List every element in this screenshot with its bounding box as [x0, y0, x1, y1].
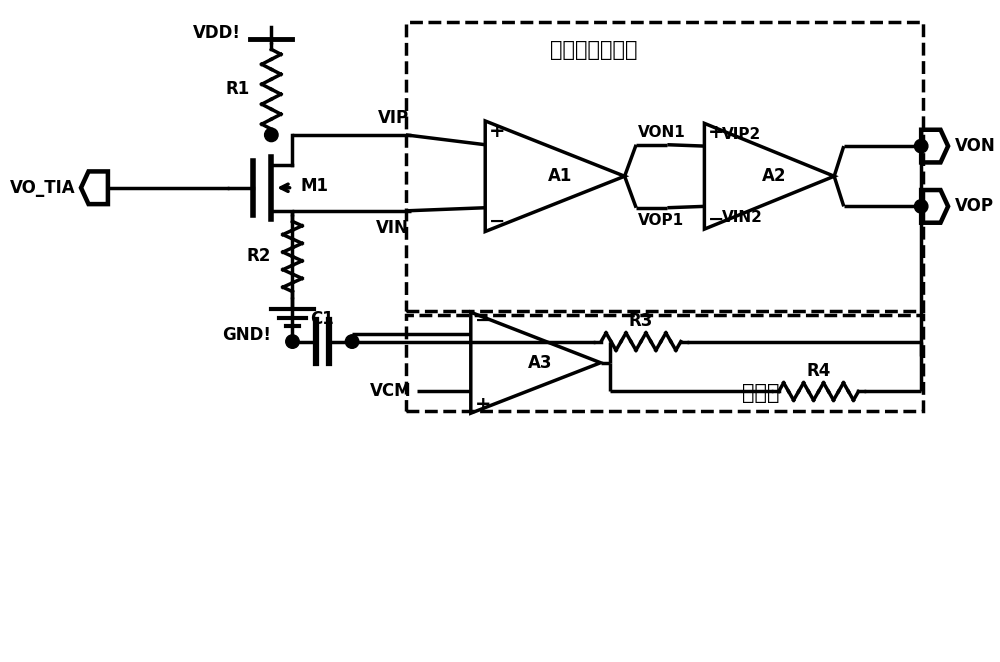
- Text: R4: R4: [806, 362, 831, 380]
- Text: VON1: VON1: [638, 125, 686, 140]
- Circle shape: [345, 335, 359, 348]
- Text: C1: C1: [310, 310, 334, 328]
- Text: +: +: [708, 123, 725, 142]
- Text: +: +: [489, 122, 506, 141]
- Text: A1: A1: [548, 167, 572, 185]
- Text: R2: R2: [247, 248, 271, 265]
- Text: R3: R3: [629, 312, 653, 330]
- Text: −: −: [489, 212, 505, 230]
- Text: VIP: VIP: [378, 109, 409, 127]
- Circle shape: [265, 128, 278, 142]
- Text: −: −: [475, 311, 491, 330]
- Bar: [406, 23, 923, 311]
- Circle shape: [914, 140, 928, 153]
- Text: 相位分裂放大器: 相位分裂放大器: [550, 40, 638, 60]
- Text: VCM: VCM: [370, 383, 412, 401]
- Text: VIN2: VIN2: [722, 211, 763, 225]
- Text: VIP2: VIP2: [722, 127, 761, 142]
- Text: GND!: GND!: [222, 326, 271, 344]
- Text: +: +: [475, 395, 491, 414]
- Text: A3: A3: [528, 354, 553, 372]
- Text: VON: VON: [955, 137, 996, 155]
- Text: A2: A2: [762, 167, 786, 185]
- Text: VOP1: VOP1: [638, 213, 684, 228]
- Circle shape: [914, 200, 928, 213]
- Text: VOP: VOP: [955, 197, 994, 215]
- Text: R1: R1: [226, 80, 250, 98]
- Circle shape: [286, 335, 299, 348]
- Text: −: −: [708, 211, 725, 229]
- Text: M1: M1: [300, 177, 328, 195]
- Text: VIN: VIN: [376, 218, 409, 236]
- Text: VDD!: VDD!: [193, 24, 241, 42]
- Bar: [406, 314, 923, 411]
- Text: VO_TIA: VO_TIA: [10, 179, 75, 197]
- Text: 积分器: 积分器: [742, 383, 779, 403]
